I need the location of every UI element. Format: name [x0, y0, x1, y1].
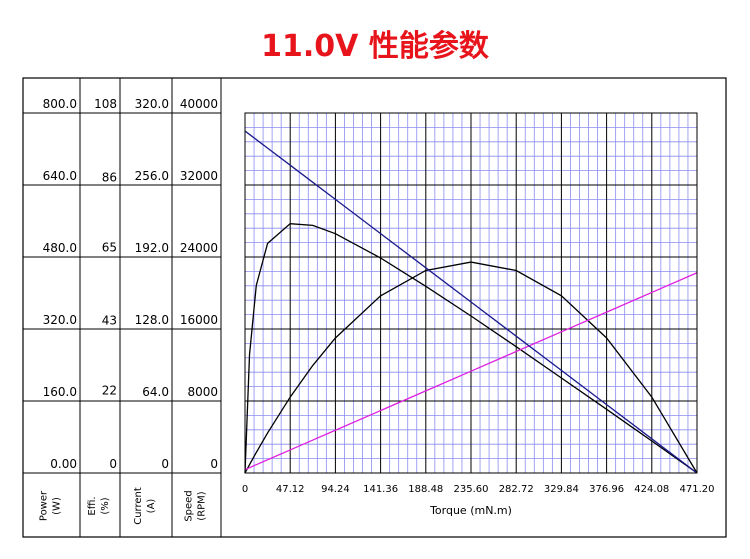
y-tick-label: 800.0: [43, 97, 77, 111]
y-tick-label: 24000: [180, 241, 218, 255]
x-axis-label: Torque (mN.m): [429, 504, 512, 517]
x-tick-label: 235.60: [454, 484, 489, 495]
series-line: [244, 223, 698, 474]
legend-label: Current: [133, 487, 144, 525]
x-tick-label: 0: [242, 484, 248, 495]
x-tick-label: 47.12: [276, 484, 305, 495]
series-line: [244, 130, 698, 474]
legend-unit: (W): [52, 497, 63, 515]
y-tick-label: 320.0: [135, 97, 169, 111]
y-tick-label: 64.0: [142, 385, 169, 399]
y-tick-label: 16000: [180, 313, 218, 327]
legend-unit: (RPM): [197, 491, 208, 521]
x-tick-label: 471.20: [680, 484, 715, 495]
plot-border: [244, 112, 698, 474]
y-tick-label: 192.0: [135, 241, 169, 255]
x-tick-label: 424.08: [634, 484, 669, 495]
x-tick-label: 329.84: [544, 484, 579, 495]
y-tick-label: 32000: [180, 169, 218, 183]
x-tick-label: 141.36: [363, 484, 398, 495]
y-tick-label: 40000: [180, 97, 218, 111]
legend-unit: (%): [100, 497, 111, 514]
x-tick-label: 94.24: [321, 484, 350, 495]
legend-label: Power: [39, 490, 50, 521]
y-tick-label: 43: [102, 314, 117, 328]
y-tick-label: 0.00: [50, 457, 77, 471]
y-tick-label: 0: [210, 457, 218, 471]
frame: [22, 77, 727, 538]
y-tick-label: 256.0: [135, 169, 169, 183]
y-tick-label: 8000: [187, 385, 218, 399]
y-tick-label: 86: [102, 170, 117, 184]
y-tick-label: 160.0: [43, 385, 77, 399]
x-tick-label: 282.72: [499, 484, 534, 495]
series-line: [244, 272, 698, 471]
y-tick-label: 0: [109, 457, 117, 471]
x-tick-label: 376.96: [589, 484, 624, 495]
legend-unit: (A): [146, 499, 157, 514]
x-tick-label: 188.48: [408, 484, 443, 495]
y-tick-label: 22: [102, 384, 117, 398]
y-tick-label: 0: [161, 457, 169, 471]
y-tick-label: 65: [102, 240, 117, 254]
y-tick-label: 480.0: [43, 241, 77, 255]
y-tick-label: 108: [94, 97, 117, 111]
legend-label: Speed: [184, 490, 195, 521]
y-tick-label: 640.0: [43, 169, 77, 183]
y-tick-label: 320.0: [43, 313, 77, 327]
series-line: [244, 261, 698, 474]
legend-label: Effi.: [87, 496, 98, 515]
chart-title: 11.0V 性能参数: [261, 29, 490, 64]
y-tick-label: 128.0: [135, 313, 169, 327]
